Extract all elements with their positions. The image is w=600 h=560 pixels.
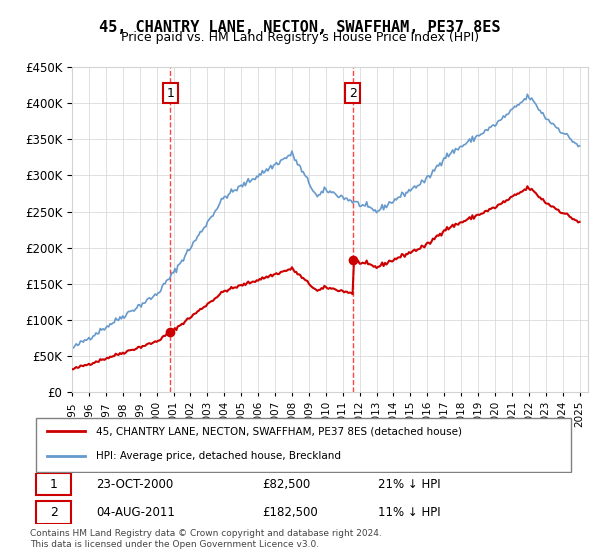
- Text: 1: 1: [166, 87, 174, 100]
- FancyBboxPatch shape: [35, 501, 71, 524]
- Text: 45, CHANTRY LANE, NECTON, SWAFFHAM, PE37 8ES (detached house): 45, CHANTRY LANE, NECTON, SWAFFHAM, PE37…: [96, 426, 462, 436]
- Text: HPI: Average price, detached house, Breckland: HPI: Average price, detached house, Brec…: [96, 451, 341, 461]
- FancyBboxPatch shape: [35, 418, 571, 472]
- Text: 11% ↓ HPI: 11% ↓ HPI: [378, 506, 440, 519]
- Text: £182,500: £182,500: [262, 506, 317, 519]
- Text: 2: 2: [50, 506, 58, 519]
- Text: 1: 1: [50, 478, 58, 491]
- Text: 21% ↓ HPI: 21% ↓ HPI: [378, 478, 440, 491]
- Text: 23-OCT-2000: 23-OCT-2000: [96, 478, 173, 491]
- Text: 45, CHANTRY LANE, NECTON, SWAFFHAM, PE37 8ES: 45, CHANTRY LANE, NECTON, SWAFFHAM, PE37…: [99, 20, 501, 35]
- FancyBboxPatch shape: [35, 473, 71, 496]
- Text: £82,500: £82,500: [262, 478, 310, 491]
- Text: Contains HM Land Registry data © Crown copyright and database right 2024.
This d: Contains HM Land Registry data © Crown c…: [30, 529, 382, 549]
- Text: 2: 2: [349, 87, 356, 100]
- Text: 04-AUG-2011: 04-AUG-2011: [96, 506, 175, 519]
- Text: Price paid vs. HM Land Registry's House Price Index (HPI): Price paid vs. HM Land Registry's House …: [121, 31, 479, 44]
